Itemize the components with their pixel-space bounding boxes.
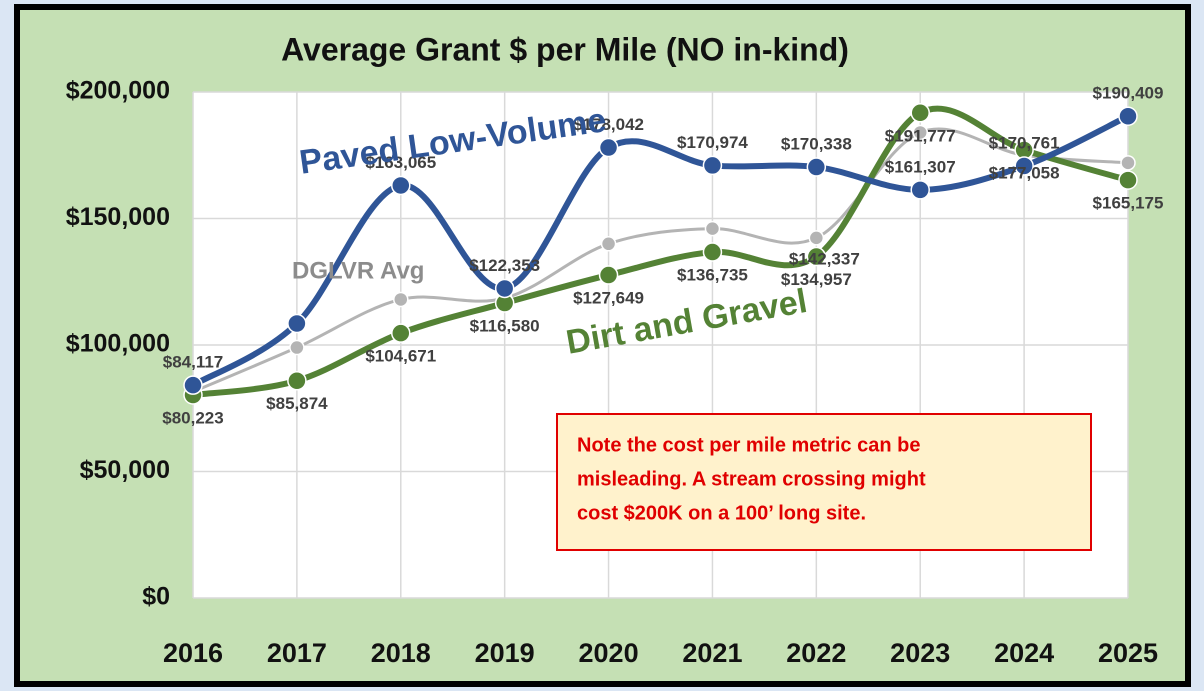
series-line — [192, 105, 1129, 399]
data-label: $163,065 — [365, 153, 436, 172]
data-point — [910, 103, 930, 123]
data-point — [704, 220, 721, 237]
data-label: $142,337 — [789, 249, 860, 268]
x-tick-label: 2017 — [267, 638, 327, 668]
data-label: $134,957 — [781, 270, 852, 289]
data-point — [1118, 170, 1138, 190]
x-tick-label: 2019 — [475, 638, 535, 668]
data-label: $191,777 — [885, 126, 956, 145]
y-tick-label: $50,000 — [80, 456, 170, 484]
note-line: Note the cost per mile metric can be — [577, 434, 920, 456]
data-point — [287, 370, 307, 391]
data-point — [1014, 156, 1034, 176]
data-point — [287, 313, 307, 334]
data-point — [494, 278, 515, 299]
data-point — [702, 242, 723, 262]
data-label: $170,761 — [989, 133, 1060, 152]
data-point — [1118, 106, 1138, 127]
note-line: misleading. A stream crossing might — [577, 468, 926, 490]
data-point — [393, 291, 409, 308]
data-label: $85,874 — [266, 394, 328, 413]
x-tick-label: 2021 — [682, 638, 742, 668]
x-tick-label: 2020 — [579, 638, 639, 668]
data-point — [391, 175, 411, 196]
data-point — [912, 124, 928, 141]
data-label: $170,338 — [781, 135, 852, 154]
data-label: $84,117 — [163, 353, 224, 372]
data-point — [600, 236, 617, 252]
x-tick-label: 2023 — [890, 638, 950, 668]
data-label: $104,671 — [365, 347, 436, 366]
data-label: $136,735 — [677, 266, 748, 285]
y-tick-label: $150,000 — [66, 203, 170, 231]
data-point — [598, 137, 619, 158]
data-label: $127,649 — [573, 289, 644, 308]
data-label: $116,580 — [470, 317, 540, 336]
data-point — [183, 375, 203, 395]
y-tick-label: $0 — [142, 583, 170, 611]
note-box — [556, 413, 1092, 551]
data-label: $165,175 — [1093, 194, 1164, 213]
chart-title: Average Grant $ per Mile (NO in-kind) — [281, 31, 849, 67]
data-label: $178,042 — [573, 115, 644, 134]
data-point — [806, 157, 827, 177]
data-point — [391, 323, 411, 343]
x-tick-label: 2025 — [1098, 638, 1158, 668]
data-point — [808, 230, 825, 246]
y-tick-label: $200,000 — [66, 77, 170, 105]
data-point — [702, 155, 723, 176]
note-line: cost $200K on a 100’ long site. — [577, 502, 866, 524]
data-label: $80,223 — [162, 409, 223, 428]
data-label: $122,353 — [469, 256, 540, 275]
data-label: $170,974 — [677, 133, 748, 152]
x-tick-label: 2016 — [163, 638, 223, 668]
data-label: $177,058 — [989, 164, 1060, 183]
x-tick-label: 2024 — [994, 638, 1054, 668]
data-point — [289, 339, 305, 356]
x-tick-label: 2018 — [371, 638, 431, 668]
x-tick-label: 2022 — [786, 638, 846, 668]
data-point — [1120, 155, 1136, 171]
y-tick-label: $100,000 — [66, 330, 170, 358]
data-label: $190,409 — [1093, 84, 1164, 103]
series-name: DGLVR Avg — [292, 257, 424, 284]
data-point — [910, 180, 930, 200]
data-point — [806, 246, 827, 267]
data-label: $161,307 — [885, 157, 956, 176]
series-line — [192, 127, 1129, 394]
data-point — [598, 265, 619, 285]
